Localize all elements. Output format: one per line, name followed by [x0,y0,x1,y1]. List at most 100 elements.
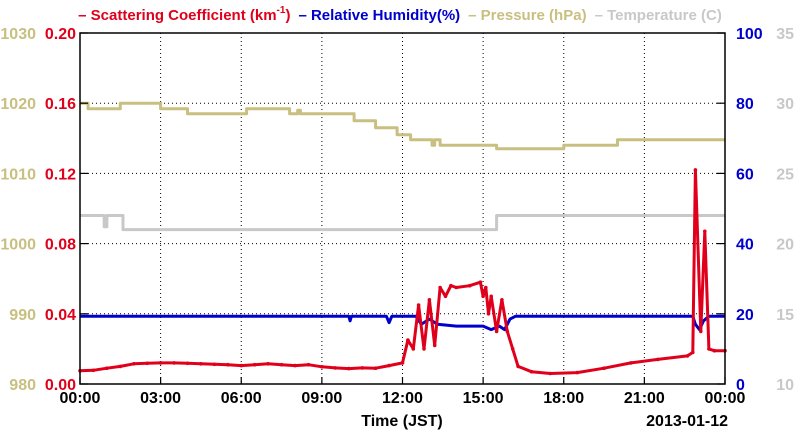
series-point [548,371,553,376]
y-tick-label: 15 [776,307,794,324]
series-point [478,280,483,285]
series-point [699,329,703,334]
series-point [212,362,217,367]
y-tick-label: 10 [776,377,794,394]
series-line [79,168,725,375]
series-point [602,366,606,371]
series-point [685,354,690,358]
series-point [422,347,426,351]
legend-item: – Scattering Coefficient (km [78,7,276,24]
y-tick-label: 0.12 [45,166,76,183]
y-tick-label: 0.20 [45,26,76,43]
series-point [516,364,520,369]
series-point [347,366,351,371]
y-tick-label: 20 [736,307,754,324]
series-point [575,370,579,375]
series-layer [78,101,727,376]
series-point [333,366,338,370]
series-point [239,363,244,368]
series-point [427,298,432,302]
legend-item-close: ) [285,7,290,24]
legend-item: – Temperature (C) [595,7,722,24]
y-tick-label: 1030 [0,26,36,43]
series-point [529,369,534,374]
y-tick-label: 40 [736,237,754,254]
series-point [489,294,494,299]
series-line [80,214,725,232]
x-tick-label: 03:00 [140,390,181,407]
series-point [306,362,311,367]
series-point [510,347,515,351]
y-tick-label: 1020 [0,96,36,113]
y-tick-label: 35 [776,26,794,43]
series-point [279,362,284,367]
y-tick-label: 25 [776,166,794,183]
series-point [454,285,459,290]
series-point [629,361,633,365]
x-tick-label: 06:00 [221,390,262,407]
series-point [443,294,448,299]
series-point [320,365,324,369]
legend-superscript: -1 [277,5,286,16]
series-point [481,294,485,299]
series-point [132,362,136,366]
series-point [293,363,297,368]
series-point [91,368,96,373]
x-tick-label: 12:00 [382,390,423,407]
series-point [226,362,230,367]
y-tick-label: 20 [776,237,794,254]
legend: – Scattering Coefficient (km-1) – Relativ… [78,5,722,24]
y-tick-label: 60 [736,166,754,183]
x-axis-title: Time (JST) [361,413,443,430]
y-tick-label: 990 [9,307,36,324]
legend-item: – Relative Humidity(%) [298,7,460,24]
series-point [505,329,510,334]
legend-item: – Pressure (hPa) [468,7,586,24]
series-point [199,362,203,366]
series-line [80,314,725,332]
y-tick-label: 1010 [0,166,36,183]
series-point [360,366,365,370]
series-point [712,348,717,353]
series-point [400,361,405,365]
series-point [656,357,660,362]
series-point [693,168,698,172]
y-tick-label: 980 [9,377,36,394]
axes-layer: 00:00 03:00 06:00 09:00 12:00 15:00 18:00 21:00… [0,26,794,407]
series-point [185,361,190,366]
series-point [158,361,163,365]
series-point [707,347,711,351]
x-tick-label: 09:00 [301,390,342,407]
y-tick-label: 100 [736,26,763,43]
series-point [500,298,504,302]
series-point [411,347,416,351]
series-point [691,350,695,355]
y-tick-label: 0.00 [45,377,76,394]
series-line [80,101,725,151]
series-point [467,283,472,288]
x-tick-label: 18:00 [543,390,584,407]
series-point [484,285,488,290]
series-point [432,343,437,348]
series-point [494,329,499,334]
series-point [387,363,391,368]
series-point [266,362,270,366]
series-point [105,366,109,371]
x-tick-label: 00:00 [60,390,101,407]
x-tick-label: 15:00 [463,390,504,407]
series-point [373,366,378,371]
y-tick-label: 1000 [0,237,36,254]
series-point [438,285,442,290]
series-point [172,361,176,365]
series-point [416,303,421,307]
series-point [449,283,453,288]
y-tick-label: 80 [736,96,754,113]
series-point [145,361,149,366]
y-tick-label: 0.04 [45,307,76,324]
x-tick-label: 21:00 [624,390,665,407]
series-point [252,362,257,367]
y-tick-label: 0.08 [45,237,76,254]
series-point [118,364,123,369]
series-point [406,338,410,342]
